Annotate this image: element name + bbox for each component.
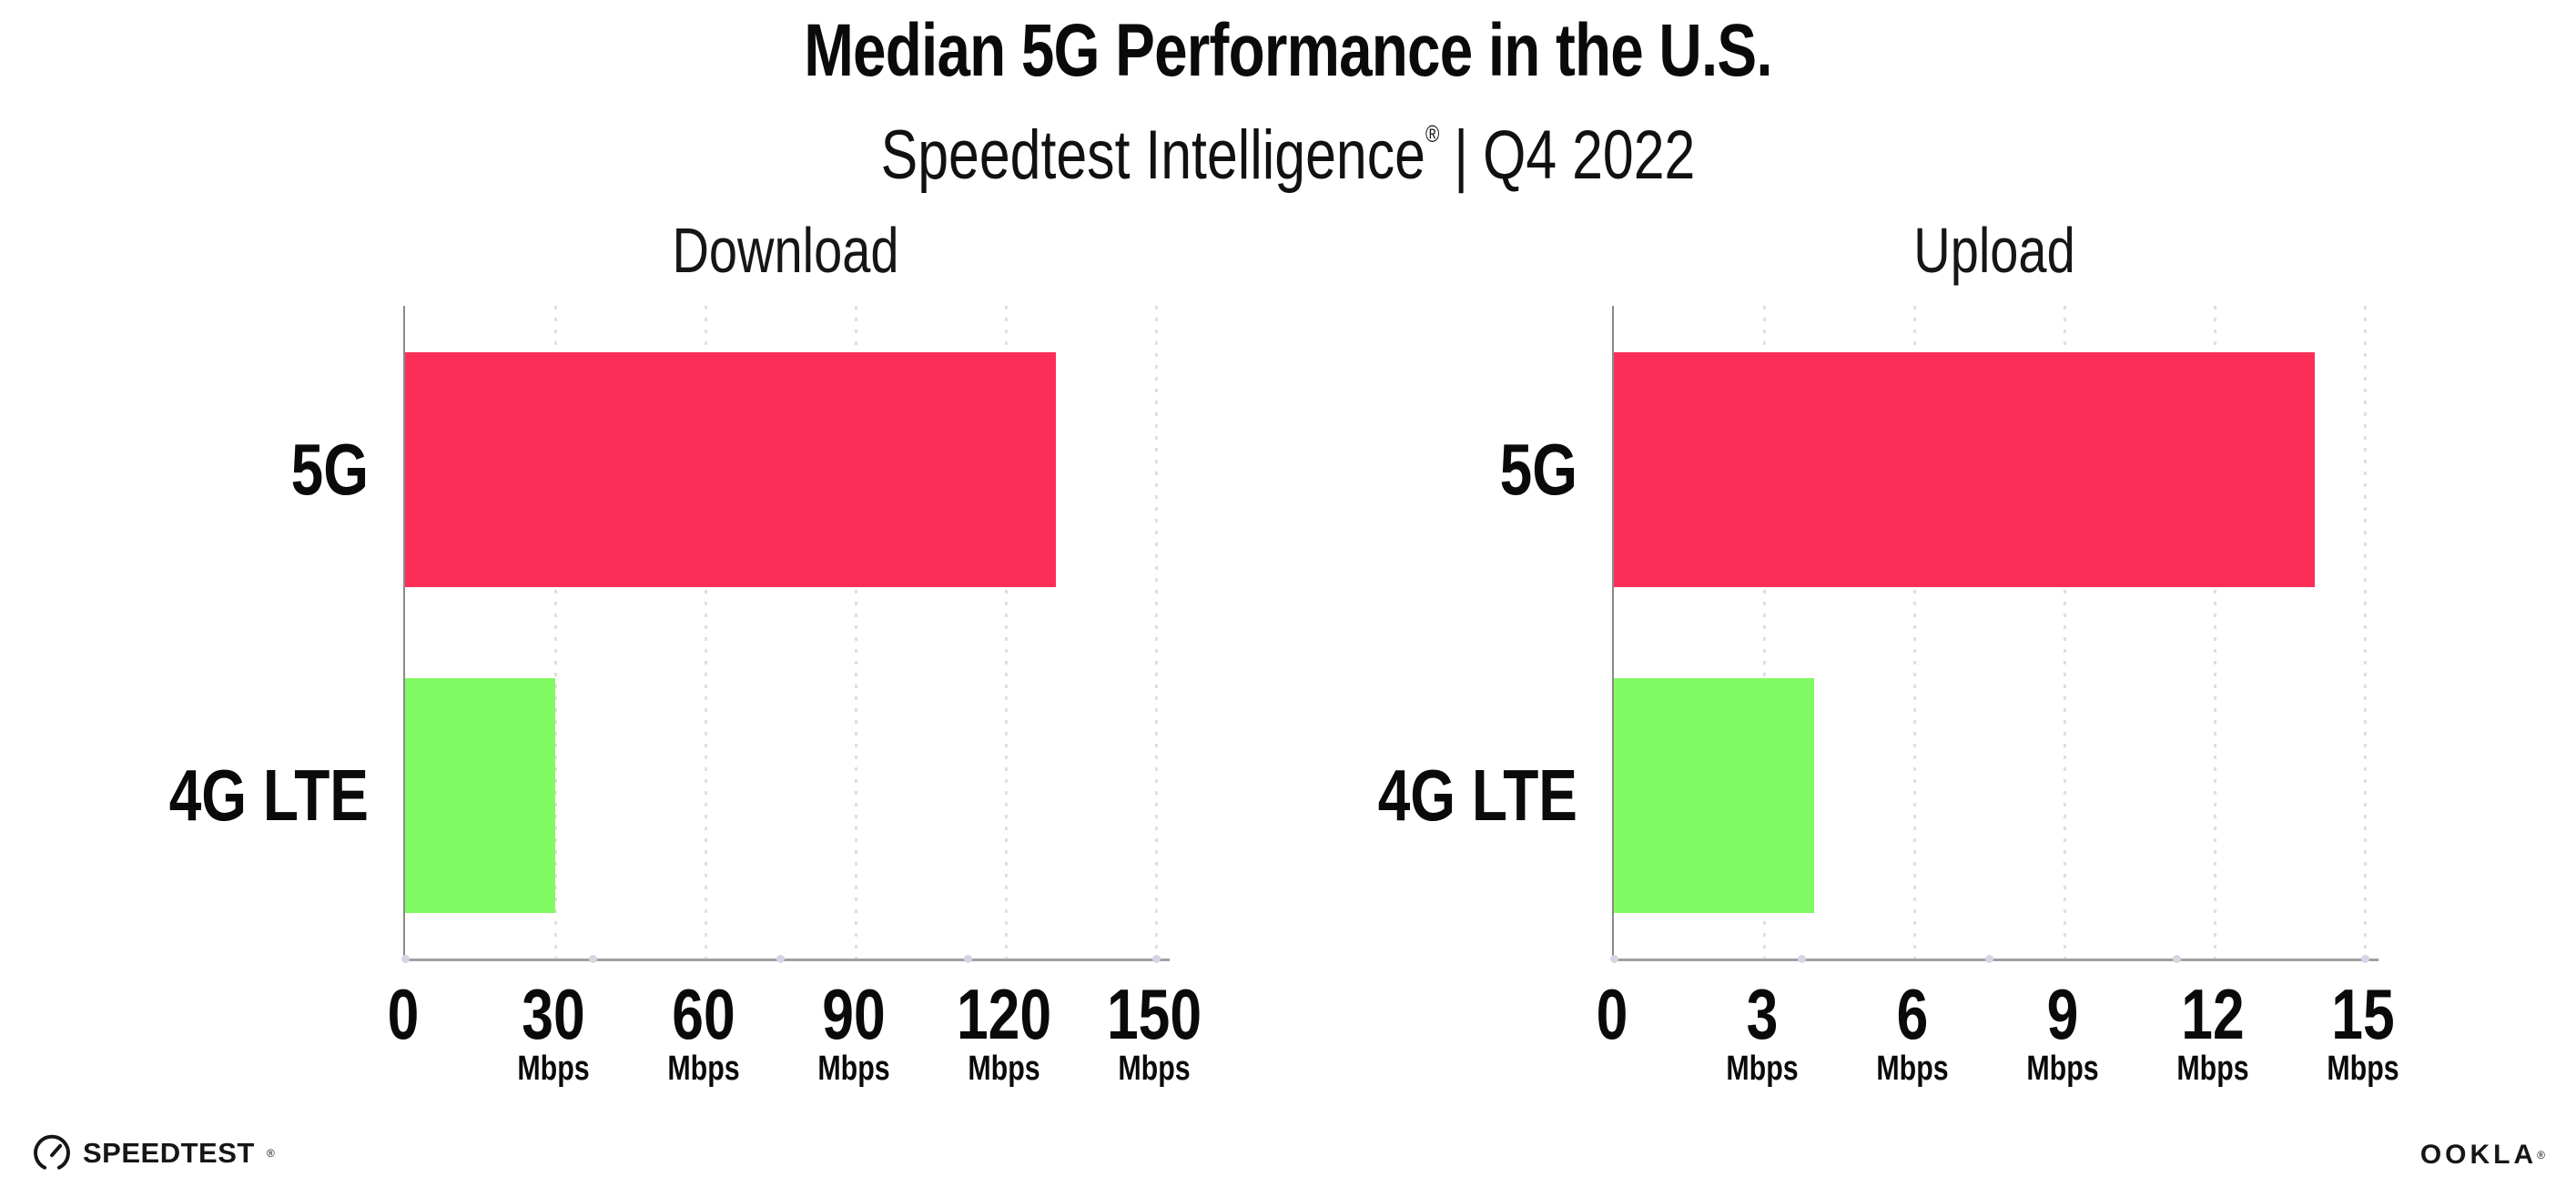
- x-tick-unit-download-120: Mbps: [968, 1050, 1040, 1088]
- page-title: Median 5G Performance in the U.S.: [804, 9, 1772, 92]
- gridline-download-60: [704, 306, 707, 959]
- plot-area-download: [401, 306, 1170, 963]
- gridline-upload-9: [2063, 306, 2066, 959]
- ookla-logo: OOKLA ®: [2420, 1140, 2545, 1171]
- gridline-upload-6: [1912, 306, 1916, 959]
- x-tick-label-download-60: 60: [672, 974, 735, 1054]
- speedtest-registered-mark-icon: ®: [266, 1147, 275, 1160]
- x-tick-unit-upload-15: Mbps: [2327, 1050, 2399, 1088]
- x-tick-unit-download-150: Mbps: [1118, 1050, 1191, 1088]
- axis-tick-dot: [1985, 955, 1994, 963]
- x-tick-label-upload-6: 6: [1896, 974, 1929, 1054]
- chart-title-upload: Upload: [1913, 215, 2075, 286]
- page-subtitle: Speedtest Intelligence® | Q4 2022: [258, 91, 2318, 198]
- subtitle-period: Q4 2022: [1483, 117, 1696, 194]
- registered-mark-icon: ®: [1425, 120, 1440, 147]
- gridline-download-150: [1154, 306, 1158, 959]
- speedtest-logo: SPEEDTEST ®: [33, 1134, 275, 1172]
- axis-tick-dot: [776, 955, 786, 963]
- ookla-logo-text: OOKLA: [2419, 1140, 2538, 1170]
- x-tick-label-download-0: 0: [387, 974, 420, 1054]
- axis-tick-dot: [1797, 955, 1806, 963]
- axis-tick-dot: [2173, 955, 2182, 963]
- bar-4g-lte: [405, 678, 556, 913]
- x-tick-unit-upload-6: Mbps: [1876, 1050, 1949, 1088]
- subtitle-brand: Speedtest Intelligence: [880, 117, 1425, 194]
- bar-4g-lte: [1614, 678, 1815, 913]
- x-tick-label-upload-9: 9: [2046, 974, 2079, 1054]
- x-tick-label-upload-15: 15: [2331, 974, 2395, 1054]
- category-label-5g: 5G: [1499, 429, 1577, 510]
- gridline-download-120: [1004, 306, 1008, 959]
- subtitle-divider: |: [1454, 117, 1469, 194]
- x-tick-label-download-120: 120: [957, 974, 1052, 1054]
- axis-tick-dot: [401, 955, 410, 963]
- x-tick-label-download-150: 150: [1107, 974, 1202, 1054]
- plot-area-upload: [1609, 306, 2378, 963]
- speedtest-gauge-icon: [34, 1134, 70, 1170]
- x-tick-unit-upload-9: Mbps: [2026, 1050, 2099, 1088]
- bar-5g: [1614, 352, 2316, 587]
- axis-tick-dot: [1609, 955, 1618, 963]
- x-tick-label-upload-3: 3: [1746, 974, 1779, 1054]
- x-tick-label-upload-12: 12: [2181, 974, 2245, 1054]
- category-label-5g: 5G: [290, 429, 369, 510]
- axis-tick-dot: [1151, 955, 1161, 963]
- x-tick-unit-download-60: Mbps: [667, 1050, 740, 1088]
- bar-5g: [405, 352, 1057, 587]
- x-tick-label-upload-0: 0: [1596, 974, 1628, 1054]
- category-label-4g-lte: 4G LTE: [1377, 755, 1577, 836]
- speedtest-logo-text: SPEEDTEST: [83, 1137, 255, 1169]
- category-label-4g-lte: 4G LTE: [168, 755, 369, 836]
- axis-tick-dot: [2360, 955, 2369, 963]
- x-tick-unit-upload-12: Mbps: [2176, 1050, 2249, 1088]
- x-tick-label-download-90: 90: [822, 974, 886, 1054]
- axis-tick-dot: [964, 955, 973, 963]
- ookla-registered-mark-icon: ®: [2537, 1149, 2545, 1161]
- axis-tick-dot: [588, 955, 597, 963]
- x-tick-unit-download-30: Mbps: [517, 1050, 590, 1088]
- gridline-upload-3: [1762, 306, 1766, 959]
- gridline-download-90: [854, 306, 857, 959]
- chart-title-download: Download: [672, 215, 899, 286]
- x-tick-unit-upload-3: Mbps: [1726, 1050, 1799, 1088]
- x-tick-label-download-30: 30: [522, 974, 585, 1054]
- gridline-upload-12: [2213, 306, 2216, 959]
- gridline-upload-15: [2363, 306, 2367, 959]
- gridline-download-30: [553, 306, 557, 959]
- x-tick-unit-download-90: Mbps: [817, 1050, 890, 1088]
